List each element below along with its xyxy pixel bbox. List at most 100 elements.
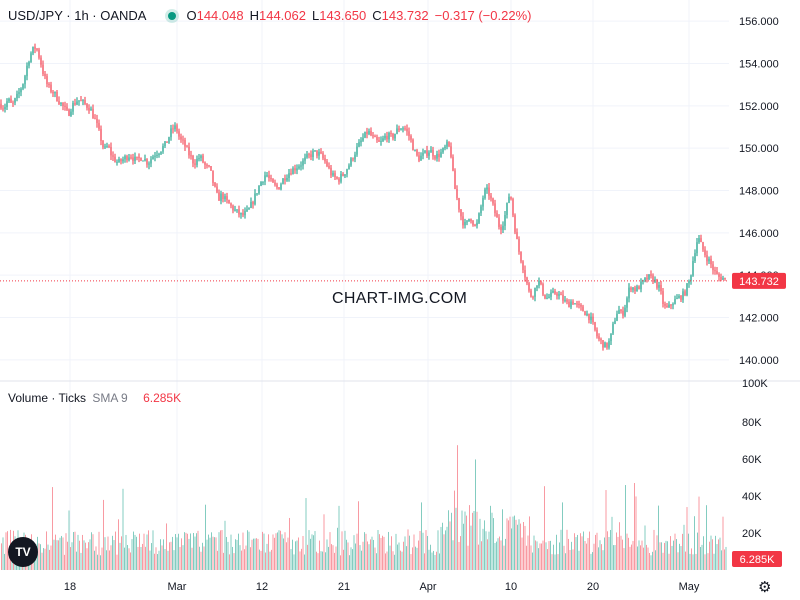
candle [420, 152, 422, 161]
candle [468, 218, 470, 222]
volume-bar [361, 550, 362, 570]
volume-bar [374, 547, 376, 570]
last-price-label: 143.732 [732, 272, 786, 289]
volume-bar [524, 525, 526, 570]
volume-bar [277, 532, 278, 570]
candle [444, 144, 446, 151]
candle [548, 293, 550, 299]
candle [478, 212, 480, 225]
volume-bar [536, 541, 538, 570]
candle [254, 189, 256, 206]
volume-bar [299, 551, 301, 570]
volume-bar [245, 545, 247, 570]
candle [536, 285, 538, 292]
candle [354, 151, 356, 163]
volume-bar [650, 555, 652, 570]
volume-bar [719, 537, 721, 570]
candle [60, 102, 62, 107]
candle [178, 128, 180, 140]
volume-bar [647, 547, 649, 570]
volume-tick-label: 60K [742, 454, 762, 466]
volume-bar [611, 516, 613, 570]
volume-bar [164, 549, 166, 570]
candle [452, 154, 454, 172]
volume-bar [572, 549, 574, 570]
gear-icon[interactable]: ⚙ [758, 579, 772, 596]
candle [504, 211, 506, 231]
volume-bar [631, 544, 632, 570]
candle [550, 289, 552, 301]
candle [74, 98, 76, 106]
volume-bar [62, 537, 64, 570]
candle [356, 142, 358, 157]
volume-bar [475, 459, 476, 570]
candle [76, 97, 78, 106]
volume-bar [316, 551, 317, 570]
price-tick-label: 150.000 [739, 143, 779, 155]
candle [520, 251, 522, 264]
price-tick-label: 156.000 [739, 16, 779, 28]
volume-bar [379, 534, 380, 570]
volume-bar [134, 534, 136, 570]
symbol-legend: USD/JPY · 1h · OANDA O 144.048 H 144.062 L… [8, 8, 531, 23]
volume-bar [464, 511, 466, 570]
volume-bar [547, 549, 548, 570]
volume-axis[interactable]: 100K 80K 60K 40K 20K [742, 378, 768, 540]
candle [620, 309, 622, 314]
candle [162, 143, 164, 154]
candle [618, 305, 620, 314]
volume-bar [356, 533, 358, 570]
grid-lines [0, 0, 729, 570]
candle [616, 310, 618, 322]
volume-bar [328, 546, 329, 570]
volume-bar [290, 549, 292, 570]
volume-bar [389, 545, 391, 570]
candle [128, 154, 130, 162]
volume-title[interactable]: Volume · Ticks [8, 391, 87, 405]
volume-bar [272, 534, 274, 570]
volume-bar [556, 534, 557, 570]
volume-bar [395, 533, 397, 570]
volume-bar [229, 554, 230, 570]
symbol-title[interactable]: USD/JPY · 1h · OANDA [8, 8, 147, 23]
candle [310, 150, 312, 161]
candle [52, 89, 54, 98]
volume-bar [163, 539, 164, 570]
candle [172, 124, 174, 134]
candle [372, 132, 374, 139]
volume-bar [604, 537, 605, 570]
candle [674, 295, 676, 305]
volume-bar [610, 529, 611, 570]
price-tick-label: 148.000 [739, 186, 779, 198]
candle [352, 157, 354, 162]
candle [42, 60, 44, 77]
volume-bar [685, 551, 686, 570]
volume-bar [539, 543, 541, 570]
volume-bar [493, 518, 494, 570]
volume-bar [674, 533, 676, 570]
tradingview-logo-icon[interactable]: TV [8, 537, 38, 567]
candle [398, 125, 400, 133]
candle [696, 238, 698, 257]
candle [228, 199, 230, 204]
volume-bar [82, 534, 83, 570]
volume-bar [722, 516, 724, 570]
price-axis[interactable]: 140.000142.000144.000146.000148.000150.0… [739, 16, 779, 367]
volume-bar [616, 532, 617, 570]
volume-bar [50, 545, 52, 570]
volume-bar [427, 535, 428, 570]
candle [564, 296, 566, 303]
candle [302, 158, 304, 170]
volume-bar [110, 545, 112, 570]
candle [412, 138, 414, 151]
candle [570, 299, 572, 310]
candle [518, 236, 520, 255]
volume-bar [46, 531, 47, 570]
volume-bar [146, 534, 148, 570]
volume-bar [259, 549, 260, 570]
volume-bar [707, 553, 709, 570]
time-axis[interactable]: 18 Mar 12 21 Apr 10 20 May [64, 581, 700, 593]
candle [684, 289, 686, 297]
volume-bar [268, 534, 269, 570]
volume-bar [166, 523, 167, 570]
